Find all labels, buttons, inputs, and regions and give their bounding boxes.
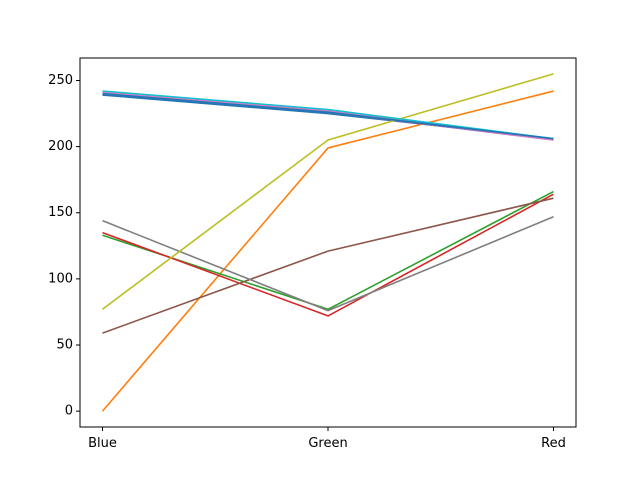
y-tick-label: 50 <box>56 338 73 353</box>
series-line-7 <box>102 215 554 312</box>
y-tick-label: 200 <box>48 139 73 154</box>
series-line-10 <box>102 92 554 140</box>
series-layer <box>101 73 554 412</box>
x-tick-label: Green <box>308 436 347 451</box>
y-tick-label: 150 <box>48 205 73 220</box>
y-tick-label: 250 <box>48 73 73 88</box>
series-line-9 <box>102 90 554 140</box>
y-tick-label: 0 <box>65 404 73 419</box>
y-tick-label: 100 <box>48 271 73 286</box>
series-line-8 <box>102 73 554 310</box>
x-tick-label: Red <box>541 436 566 451</box>
x-axis: Blue Green Red <box>88 427 566 451</box>
series-line-5 <box>102 197 554 334</box>
y-axis: 0 50 100 150 200 250 <box>48 73 80 419</box>
series-line-1 <box>101 90 554 412</box>
series-line-3 <box>102 193 554 317</box>
x-tick-label: Blue <box>88 436 117 451</box>
